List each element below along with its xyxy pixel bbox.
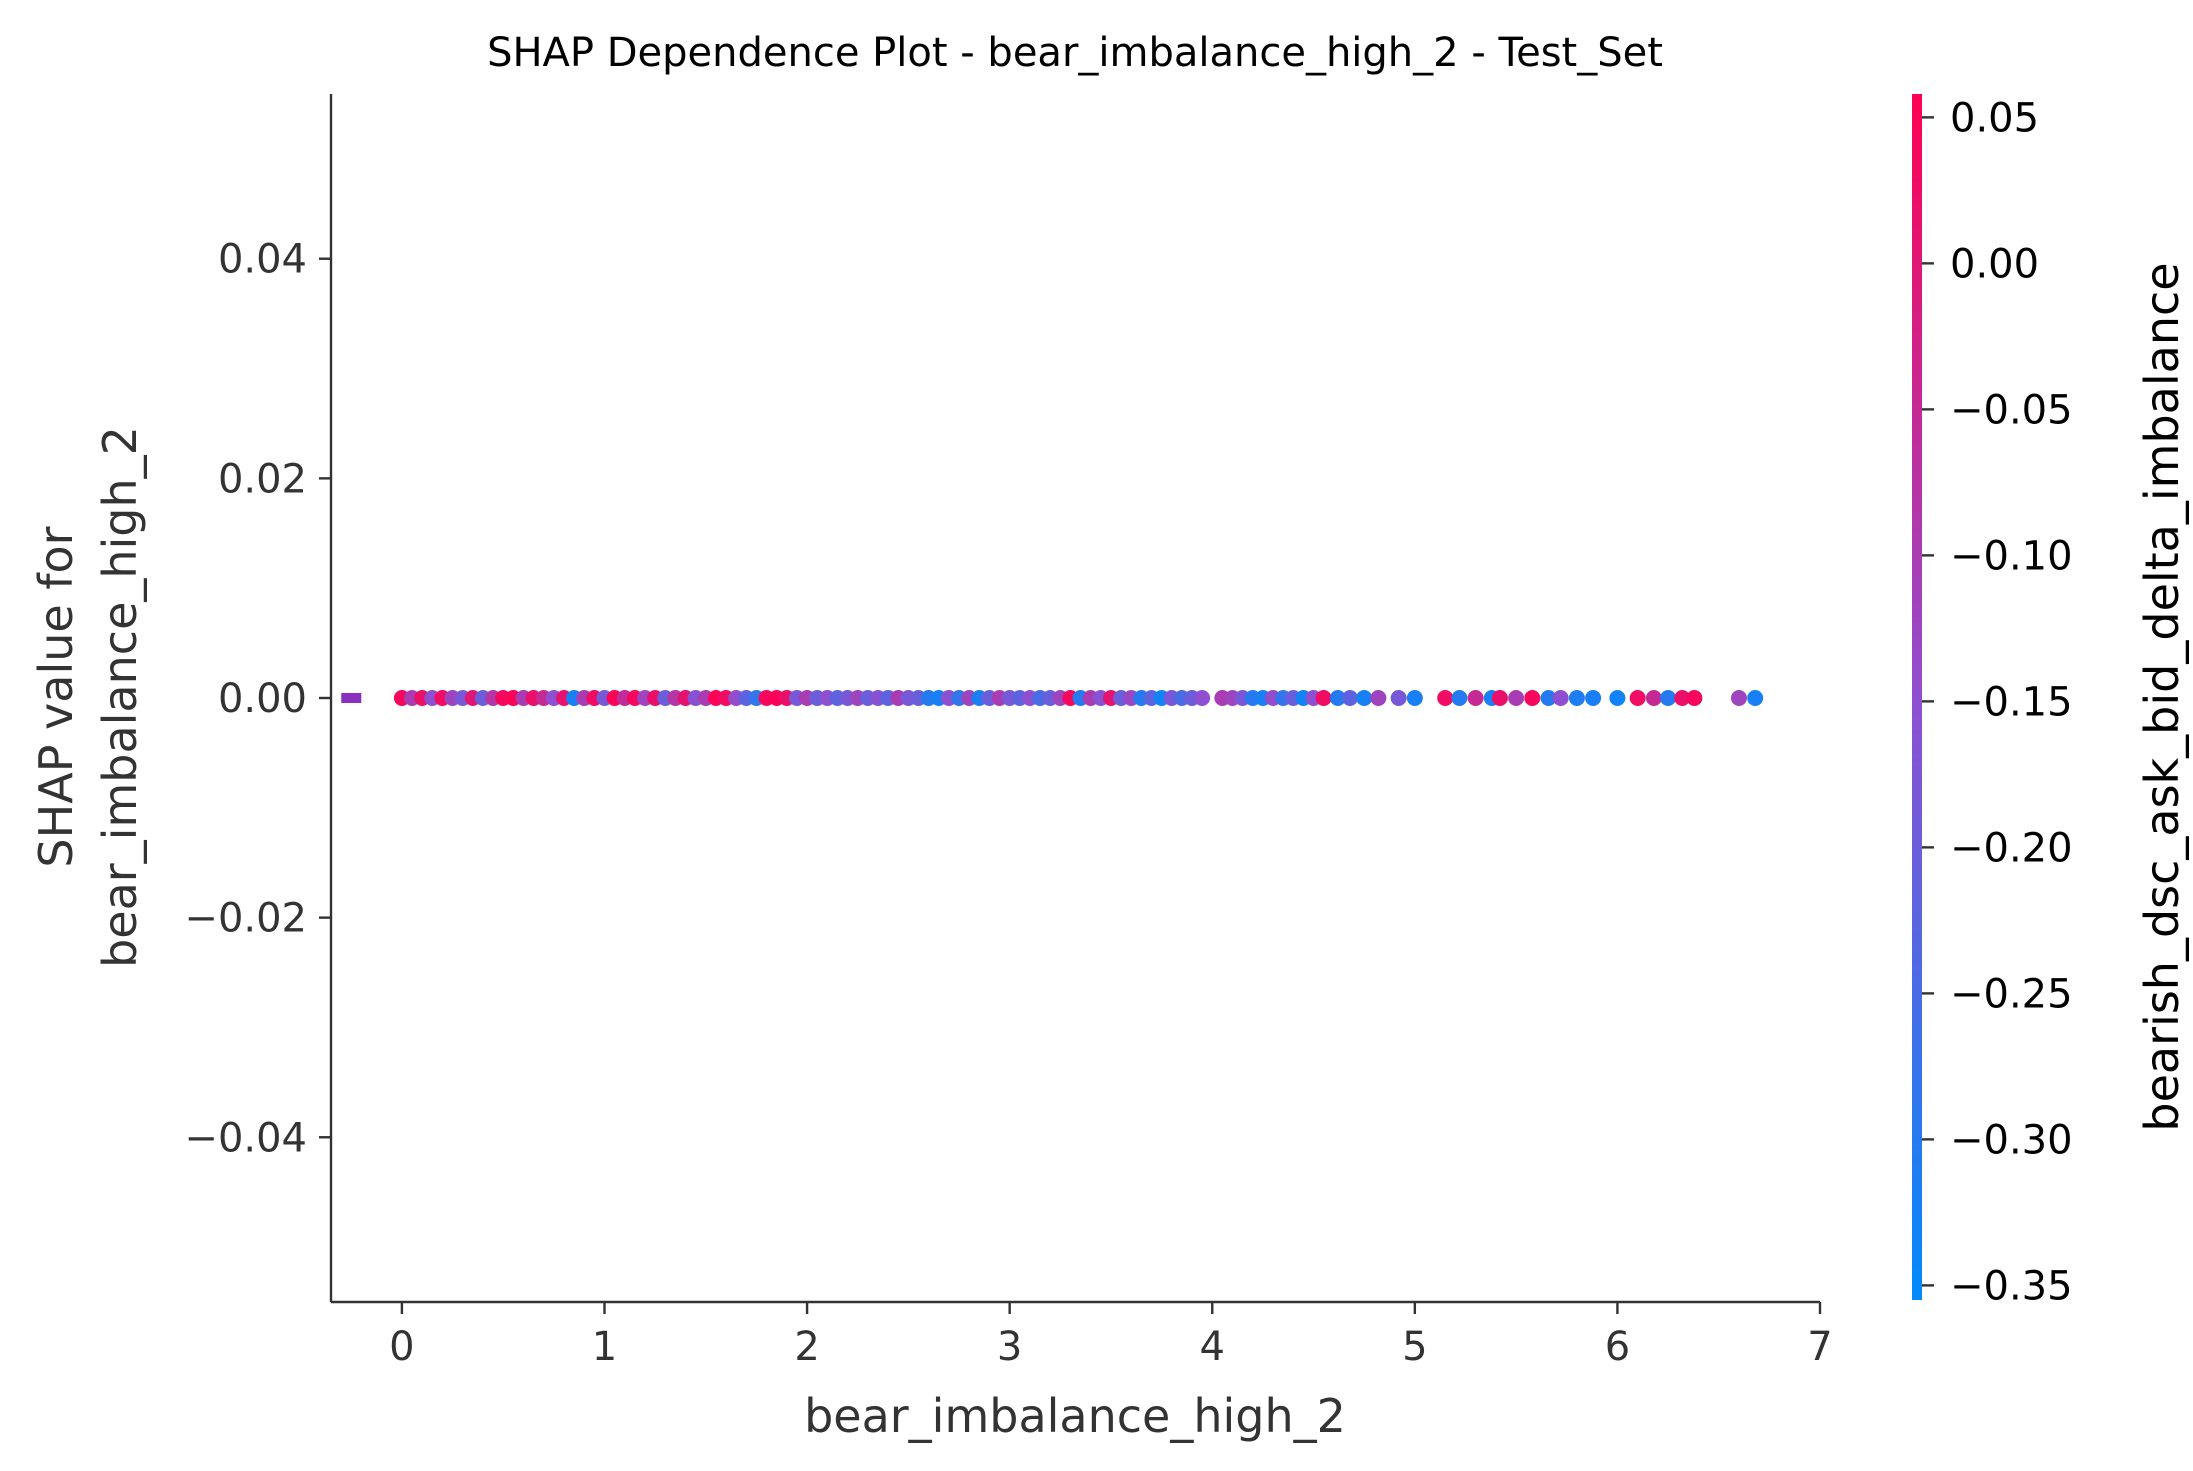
x-tick-label: 5: [1402, 1324, 1427, 1370]
colorbar-tick-label: −0.30: [1950, 1117, 2073, 1163]
colorbar-tick-label: −0.35: [1950, 1263, 2073, 1309]
y-ticks: 0.04 0.02 0.00 −0.02 −0.04: [184, 237, 331, 1161]
colorbar: 0.05 0.00 −0.05 −0.10 −0.15 −0.20 −0.25 −0.30 −0…: [1912, 94, 2073, 1309]
scatter-point: [1645, 690, 1662, 706]
scatter-point: [1568, 690, 1585, 706]
x-tick-label: 3: [997, 1324, 1022, 1370]
x-tick-label: 4: [1200, 1324, 1225, 1370]
scatter-point: [1508, 690, 1525, 706]
colorbar-tick-label: −0.25: [1950, 971, 2073, 1017]
colorbar-tick-label: −0.20: [1950, 825, 2073, 871]
scatter-point: [1467, 690, 1484, 706]
scatter-point: [1524, 690, 1541, 706]
scatter-point: [1674, 690, 1691, 706]
colorbar-tick-label: 0.05: [1950, 95, 2039, 141]
y-tick-label: −0.04: [184, 1115, 307, 1161]
y-tick-label: 0.00: [218, 676, 307, 722]
scatter-point: [1194, 690, 1211, 706]
x-tick-label: 0: [389, 1324, 414, 1370]
chart-title: SHAP Dependence Plot - bear_imbalance_hi…: [487, 30, 1663, 76]
y-tick-label: 0.02: [218, 456, 307, 502]
scatter-point: [1540, 690, 1557, 706]
x-axis-title: bear_imbalance_high_2: [804, 1389, 1346, 1443]
scatter-point: [1552, 690, 1569, 706]
colorbar-tick-label: −0.05: [1950, 387, 2073, 433]
colorbar-ticks: 0.05 0.00 −0.05 −0.10 −0.15 −0.20 −0.25 −0.30 −0…: [1922, 95, 2073, 1309]
scatter-point: [1451, 690, 1468, 706]
x-tick-label: 7: [1807, 1324, 1832, 1370]
scatter-point: [1437, 690, 1454, 706]
scatter-point: [1747, 690, 1764, 706]
colorbar-tick-label: −0.15: [1950, 679, 2073, 725]
x-tick-label: 2: [794, 1324, 819, 1370]
scatter-point: [1329, 690, 1346, 706]
scatter-point: [1585, 690, 1602, 706]
scatter-point: [1390, 690, 1407, 706]
x-tick-label: 1: [592, 1324, 617, 1370]
scatter-point: [1315, 690, 1332, 706]
y-tick-label: −0.02: [184, 896, 307, 942]
x-ticks: 0 1 2 3 4 5 6 7: [389, 1302, 1833, 1370]
scatter-point: [1629, 690, 1646, 706]
scatter-point: [1406, 690, 1423, 706]
colorbar-tick-label: −0.10: [1950, 533, 2073, 579]
scatter-point: [1730, 690, 1747, 706]
scatter-point: [1342, 690, 1359, 706]
scatter-point: [1370, 690, 1387, 706]
colorbar-title: bearish_dsc_ask_bid_delta_imbalance: [2135, 262, 2189, 1131]
plot-area: 0 1 2 3 4 5 6 7 0.04 0.02 0.00 −0.02 −0.04: [184, 94, 1833, 1370]
scatter-point: [1491, 690, 1508, 706]
scatter-point: [1686, 690, 1703, 706]
colorbar-tick-label: 0.00: [1950, 241, 2039, 287]
colorbar-gradient: [1912, 94, 1922, 1300]
scatter-points: [341, 690, 1764, 706]
scatter-point: [1660, 690, 1677, 706]
nan-marker: [341, 693, 362, 703]
x-tick-label: 6: [1605, 1324, 1630, 1370]
y-axis-title-line-1: SHAP value for: [29, 526, 83, 867]
y-tick-label: 0.04: [218, 237, 307, 283]
scatter-point: [1356, 690, 1373, 706]
y-axis-title-line-2: bear_imbalance_high_2: [93, 426, 147, 968]
scatter-point: [1609, 690, 1626, 706]
